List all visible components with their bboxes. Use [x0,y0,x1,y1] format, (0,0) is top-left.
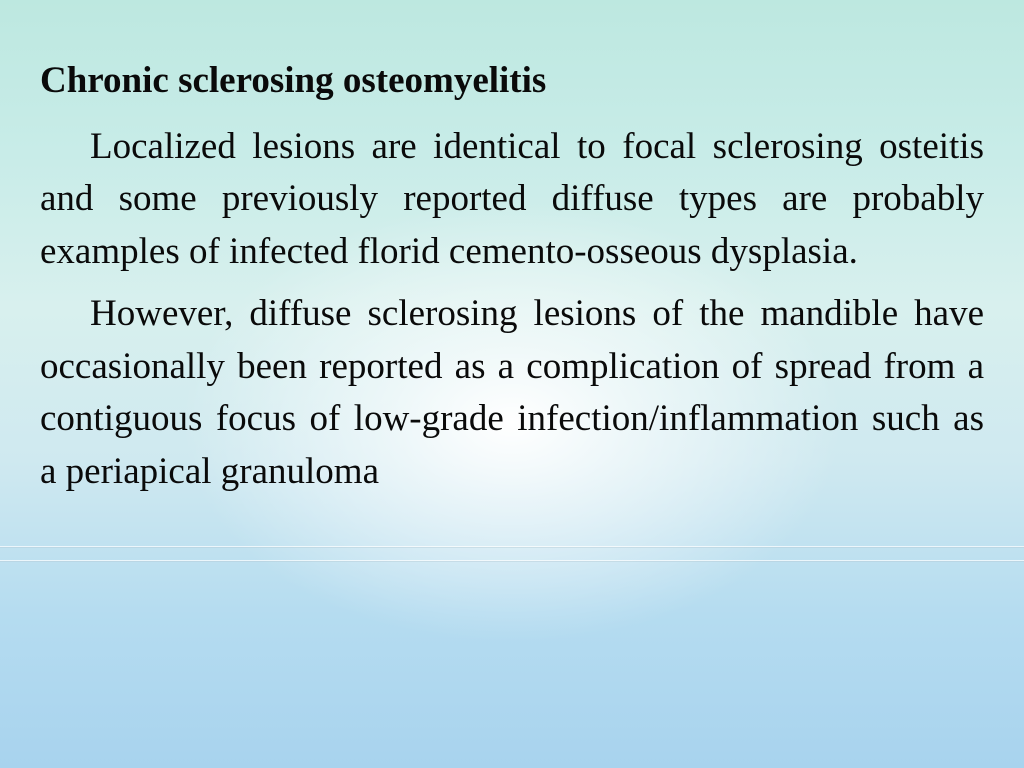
slide-paragraph-2: However, diffuse sclerosing lesions of t… [40,288,984,498]
slide-container: Chronic sclerosing osteomyelitis Localiz… [0,0,1024,768]
accent-line-2 [0,560,1024,561]
slide-title: Chronic sclerosing osteomyelitis [40,60,984,103]
accent-line-1 [0,546,1024,547]
slide-paragraph-1: Localized lesions are identical to focal… [40,121,984,279]
